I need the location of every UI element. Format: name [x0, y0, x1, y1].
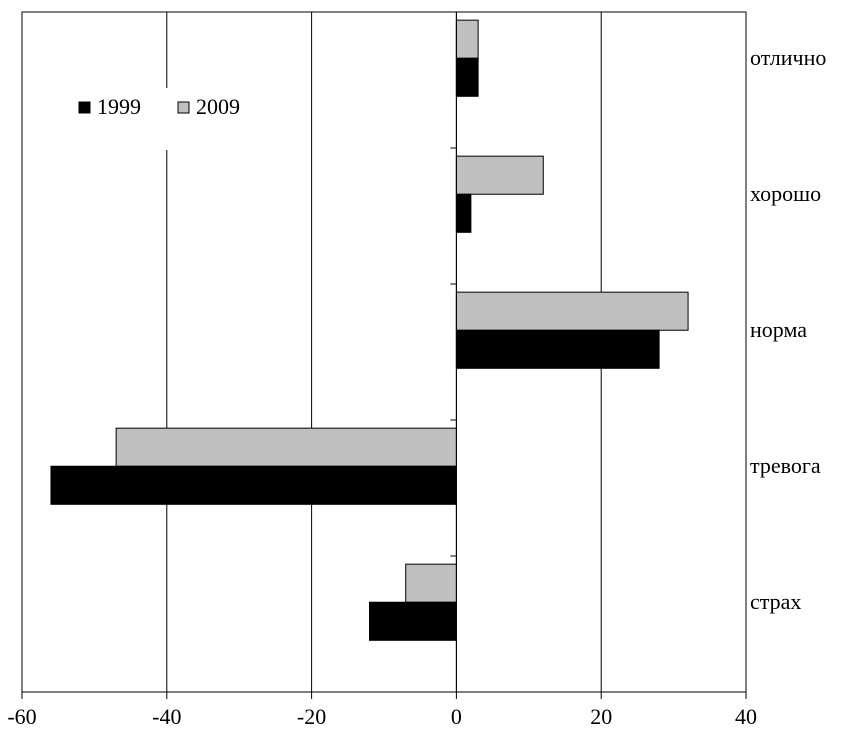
- category-label: отлично: [750, 45, 826, 70]
- category-label: хорошо: [750, 181, 821, 206]
- x-tick-label: -20: [297, 704, 326, 729]
- x-tick-label: 0: [451, 704, 462, 729]
- legend-label-1999: 1999: [97, 94, 141, 119]
- bar-1999-1: [455, 193, 472, 233]
- bar-1999-4: [369, 601, 457, 641]
- bar-2009-2: [455, 291, 689, 331]
- legend: 1999 2009: [70, 88, 260, 150]
- legend-swatch-1999: [78, 101, 91, 114]
- x-tick-label: 40: [735, 704, 757, 729]
- x-tick-label: 20: [590, 704, 612, 729]
- bar-2009-4: [405, 563, 457, 603]
- bar-1999-0: [455, 57, 479, 97]
- x-tick-label: -60: [7, 704, 36, 729]
- bar-2009-1: [455, 155, 544, 195]
- x-tick-label: -40: [152, 704, 181, 729]
- bar-1999-2: [455, 329, 660, 369]
- bar-2009-3: [115, 427, 457, 467]
- category-labels: отлично хорошо норма тревога страх: [750, 45, 826, 614]
- legend-background: [70, 88, 260, 150]
- legend-swatch-2009: [177, 101, 190, 114]
- axis: -60 -40 -20 0 20 40: [7, 12, 757, 729]
- bar-1999-3: [50, 465, 457, 505]
- category-label: тревога: [750, 453, 821, 478]
- category-label: страх: [750, 589, 801, 614]
- bar-2009-0: [455, 19, 479, 59]
- legend-label-2009: 2009: [196, 94, 240, 119]
- bars: [50, 19, 689, 641]
- category-label: норма: [750, 317, 807, 342]
